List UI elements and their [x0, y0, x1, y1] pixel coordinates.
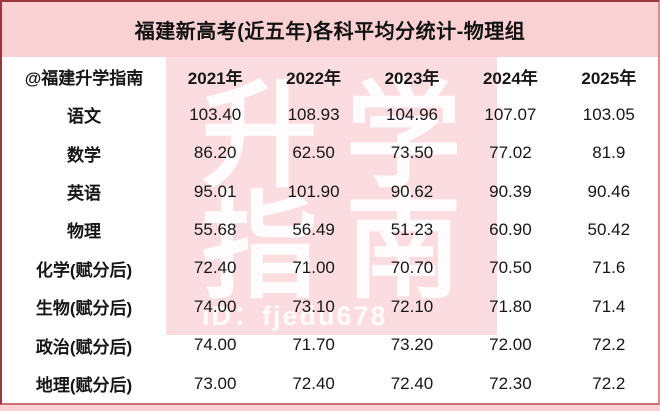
score-cell: 90.46	[587, 181, 631, 201]
year-header-2023: 2023年	[384, 68, 440, 88]
score-cell: 72.2	[592, 373, 626, 393]
watermark-panel: 升学 指南 ID：fjedu678	[166, 57, 497, 335]
subject-label: 政治(赋分后)	[35, 337, 133, 357]
score-cell: 72.10	[390, 296, 434, 316]
subject-label: 语文	[67, 107, 101, 127]
score-cell: 74.00	[193, 296, 237, 316]
subject-label: 英语	[67, 184, 101, 204]
score-cell: 72.30	[489, 373, 532, 393]
table-row: 化学(赋分后) 72.40 71.00 70.70 70.50 71.6	[2, 249, 658, 287]
subject-label: 物理	[67, 222, 101, 242]
score-cell: 81.9	[592, 143, 626, 163]
score-cell: 101.90	[287, 181, 340, 201]
score-cell: 71.70	[292, 335, 335, 355]
watermark-text-line2: 指南	[201, 182, 490, 312]
score-cell: 71.80	[489, 296, 532, 316]
watermark-text-line1: 升学	[201, 71, 490, 201]
score-cell: 73.50	[390, 143, 434, 163]
table-row: 生物(赋分后) 74.00 73.10 72.10 71.80 71.4	[2, 288, 658, 326]
scores-table: @福建升学指南 2021年 2022年 2023年 2024年 2025年 语文…	[2, 57, 658, 403]
score-cell: 60.90	[489, 219, 532, 239]
table-row: 数学 86.20 62.50 73.50 77.02 81.9	[2, 134, 658, 172]
year-header-2024: 2024年	[482, 68, 538, 88]
score-cell: 73.10	[292, 296, 335, 316]
subject-label: 生物(赋分后)	[35, 299, 133, 319]
score-cell: 62.50	[292, 143, 335, 163]
score-cell: 72.00	[489, 335, 532, 355]
corner-label: @福建升学指南	[24, 68, 144, 88]
score-cell: 90.39	[489, 181, 532, 201]
score-cell: 72.2	[592, 335, 626, 355]
page-title: 福建新高考(近五年)各科平均分统计-物理组	[134, 21, 526, 43]
score-cell: 51.23	[390, 219, 434, 239]
score-cell: 72.40	[193, 258, 237, 278]
score-cell: 50.42	[587, 219, 631, 239]
score-cell: 103.05	[582, 104, 635, 124]
score-cell: 71.00	[292, 258, 335, 278]
score-cell: 95.01	[193, 181, 237, 201]
table-row: 物理 55.68 56.49 51.23 60.90 50.42	[2, 211, 658, 249]
score-cell: 70.70	[390, 258, 434, 278]
table-row: 语文 103.40 108.93 104.96 107.07 103.05	[2, 95, 658, 133]
year-header-2022: 2022年	[286, 68, 341, 88]
score-cell: 74.00	[193, 335, 237, 355]
score-cell: 71.4	[592, 296, 626, 316]
score-cell: 73.00	[193, 373, 237, 393]
score-cell: 77.02	[489, 143, 532, 163]
watermark-id-text: ID：fjedu678	[202, 301, 388, 331]
score-cell: 90.62	[390, 181, 434, 201]
table-row: 地理(赋分后) 73.00 72.40 72.40 72.30 72.2	[2, 365, 658, 403]
title-band: 福建新高考(近五年)各科平均分统计-物理组	[2, 2, 658, 57]
score-cell: 56.49	[292, 219, 335, 239]
score-cell: 70.50	[489, 258, 532, 278]
score-cell: 86.20	[193, 143, 237, 163]
score-cell: 107.07	[484, 104, 537, 124]
subject-label: 化学(赋分后)	[35, 260, 133, 280]
score-cell: 108.93	[287, 104, 340, 124]
year-header-2025: 2025年	[581, 68, 637, 88]
table-area: 升学 指南 ID：fjedu678 @福建升学指南 2021年 2022年 20…	[2, 57, 658, 403]
score-cell: 73.20	[390, 335, 434, 355]
subject-label: 地理(赋分后)	[35, 376, 133, 396]
year-header-2021: 2021年	[187, 68, 243, 88]
score-cell: 72.40	[292, 373, 335, 393]
subject-label: 数学	[67, 145, 101, 165]
score-cell: 71.6	[592, 258, 626, 278]
score-cell: 104.96	[385, 104, 438, 124]
score-cell: 103.40	[189, 104, 242, 124]
table-header-row: @福建升学指南 2021年 2022年 2023年 2024年 2025年	[2, 57, 658, 95]
score-cell: 55.68	[193, 219, 237, 239]
table-row: 英语 95.01 101.90 90.62 90.39 90.46	[2, 172, 658, 210]
table-row: 政治(赋分后) 74.00 71.70 73.20 72.00 72.2	[2, 326, 658, 364]
score-cell: 72.40	[390, 373, 434, 393]
